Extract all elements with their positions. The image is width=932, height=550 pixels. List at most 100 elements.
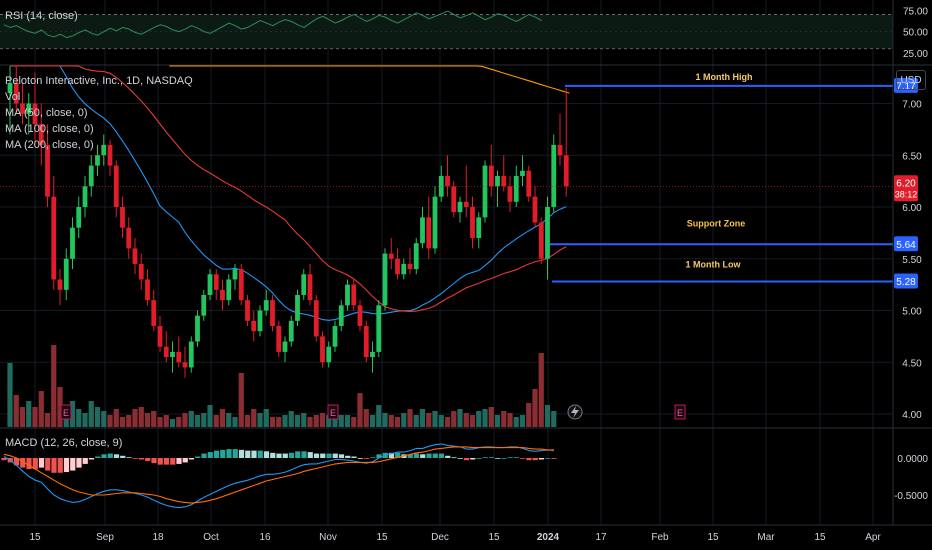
volume-bar[interactable] <box>138 407 144 427</box>
candle[interactable] <box>463 165 469 218</box>
macd-histogram-bar[interactable] <box>551 458 557 459</box>
macd-histogram-bar[interactable] <box>413 453 420 458</box>
candle[interactable] <box>432 186 438 254</box>
candle[interactable] <box>488 144 494 197</box>
macd-histogram-bar[interactable] <box>388 452 395 458</box>
volume-bar[interactable] <box>94 407 101 427</box>
macd-histogram-bar[interactable] <box>201 453 207 458</box>
volume-bar[interactable] <box>426 413 432 427</box>
macd-histogram-bar[interactable] <box>507 457 513 459</box>
candle[interactable] <box>226 274 232 306</box>
macd-histogram-bar[interactable] <box>351 456 357 458</box>
macd-histogram-bar[interactable] <box>288 452 295 458</box>
macd-histogram-bar[interactable] <box>538 458 545 460</box>
volume-bar[interactable] <box>238 373 244 427</box>
macd-histogram-bar[interactable] <box>370 457 376 459</box>
volume-bar[interactable] <box>144 413 151 427</box>
volume-bar[interactable] <box>526 403 532 427</box>
macd-histogram-bar[interactable] <box>207 452 213 458</box>
candle[interactable] <box>526 165 532 202</box>
macd-histogram-bar[interactable] <box>513 457 520 459</box>
volume-bar[interactable] <box>182 413 188 427</box>
earnings-marker[interactable]: E <box>674 404 686 420</box>
candle[interactable] <box>201 289 207 321</box>
volume-bar[interactable] <box>226 413 232 427</box>
macd-histogram-bar[interactable] <box>395 452 401 458</box>
candle[interactable] <box>20 82 25 125</box>
macd-histogram-bar[interactable] <box>326 453 332 458</box>
ma200-line[interactable] <box>169 65 570 94</box>
candle[interactable] <box>351 279 357 311</box>
macd-histogram-bar[interactable] <box>532 458 538 461</box>
volume-bar[interactable] <box>107 415 113 427</box>
candle[interactable] <box>332 320 338 352</box>
rsi-line[interactable] <box>3 10 542 39</box>
level-1-month-high[interactable]: 1 Month High <box>565 72 893 87</box>
currency-button[interactable]: USD <box>896 70 926 90</box>
candle[interactable] <box>263 289 269 316</box>
macd-histogram-bar[interactable] <box>195 456 201 458</box>
volume-bar[interactable] <box>344 415 351 427</box>
candle[interactable] <box>138 253 144 290</box>
volume-bar[interactable] <box>101 411 107 427</box>
macd-histogram-bar[interactable] <box>1 458 7 461</box>
candle[interactable] <box>132 238 138 275</box>
macd-legend[interactable]: MACD (12, 26, close, 9) <box>5 435 122 451</box>
macd-histogram-bar[interactable] <box>120 455 126 458</box>
volume-bar[interactable] <box>357 393 363 427</box>
candle[interactable] <box>76 196 82 239</box>
macd-histogram-bar[interactable] <box>332 453 338 458</box>
volume-bar[interactable] <box>201 413 207 427</box>
macd-histogram-bar[interactable] <box>32 458 38 470</box>
volume-bar[interactable] <box>338 415 344 427</box>
volume-bar[interactable] <box>57 387 63 427</box>
earnings-marker[interactable]: E <box>60 404 72 420</box>
macd-histogram-bar[interactable] <box>82 458 88 464</box>
candle[interactable] <box>26 93 32 135</box>
candle[interactable] <box>457 196 463 223</box>
candle[interactable] <box>345 279 350 311</box>
macd-pane[interactable] <box>1 443 557 509</box>
macd-histogram-bar[interactable] <box>263 451 270 458</box>
candle[interactable] <box>288 315 294 347</box>
candle[interactable] <box>370 341 375 373</box>
candle[interactable] <box>445 155 450 197</box>
volume-bar[interactable] <box>476 411 482 427</box>
macd-histogram-bar[interactable] <box>88 458 95 460</box>
candle[interactable] <box>320 331 325 368</box>
macd-histogram-bar[interactable] <box>357 458 363 459</box>
candle[interactable] <box>363 320 369 363</box>
level-1-month-low[interactable]: 1 Month Low <box>552 260 893 283</box>
candle[interactable] <box>545 196 550 280</box>
volume-bar[interactable] <box>301 413 307 427</box>
macd-histogram-bar[interactable] <box>270 452 276 458</box>
macd-histogram-bar[interactable] <box>220 449 226 458</box>
macd-histogram-bar[interactable] <box>488 457 495 459</box>
candle[interactable] <box>395 248 400 280</box>
candle[interactable] <box>282 336 288 363</box>
candle[interactable] <box>257 305 263 337</box>
macd-histogram-bar[interactable] <box>451 457 457 459</box>
macd-histogram-bar[interactable] <box>482 457 488 459</box>
candle[interactable] <box>195 310 200 347</box>
earnings-marker[interactable]: E <box>327 404 339 420</box>
volume-bar[interactable] <box>276 417 282 427</box>
candle[interactable] <box>70 217 75 270</box>
macd-histogram-bar[interactable] <box>76 458 82 468</box>
volume-bar[interactable] <box>313 415 319 427</box>
macd-histogram-bar[interactable] <box>163 458 170 465</box>
candle[interactable] <box>388 238 394 270</box>
volume-bar[interactable] <box>7 363 13 427</box>
volume-bar[interactable] <box>126 415 132 427</box>
candle[interactable] <box>188 336 194 373</box>
volume-bar[interactable] <box>76 409 82 427</box>
macd-histogram-bar[interactable] <box>126 457 132 459</box>
volume-bar[interactable] <box>532 389 538 427</box>
candle[interactable] <box>563 87 569 197</box>
macd-histogram-bar[interactable] <box>145 458 151 461</box>
candle[interactable] <box>170 341 175 373</box>
candle[interactable] <box>295 289 300 327</box>
rsi-legend[interactable]: RSI (14, close) <box>5 8 78 24</box>
candle[interactable] <box>63 248 69 301</box>
macd-histogram-bar[interactable] <box>63 458 70 473</box>
